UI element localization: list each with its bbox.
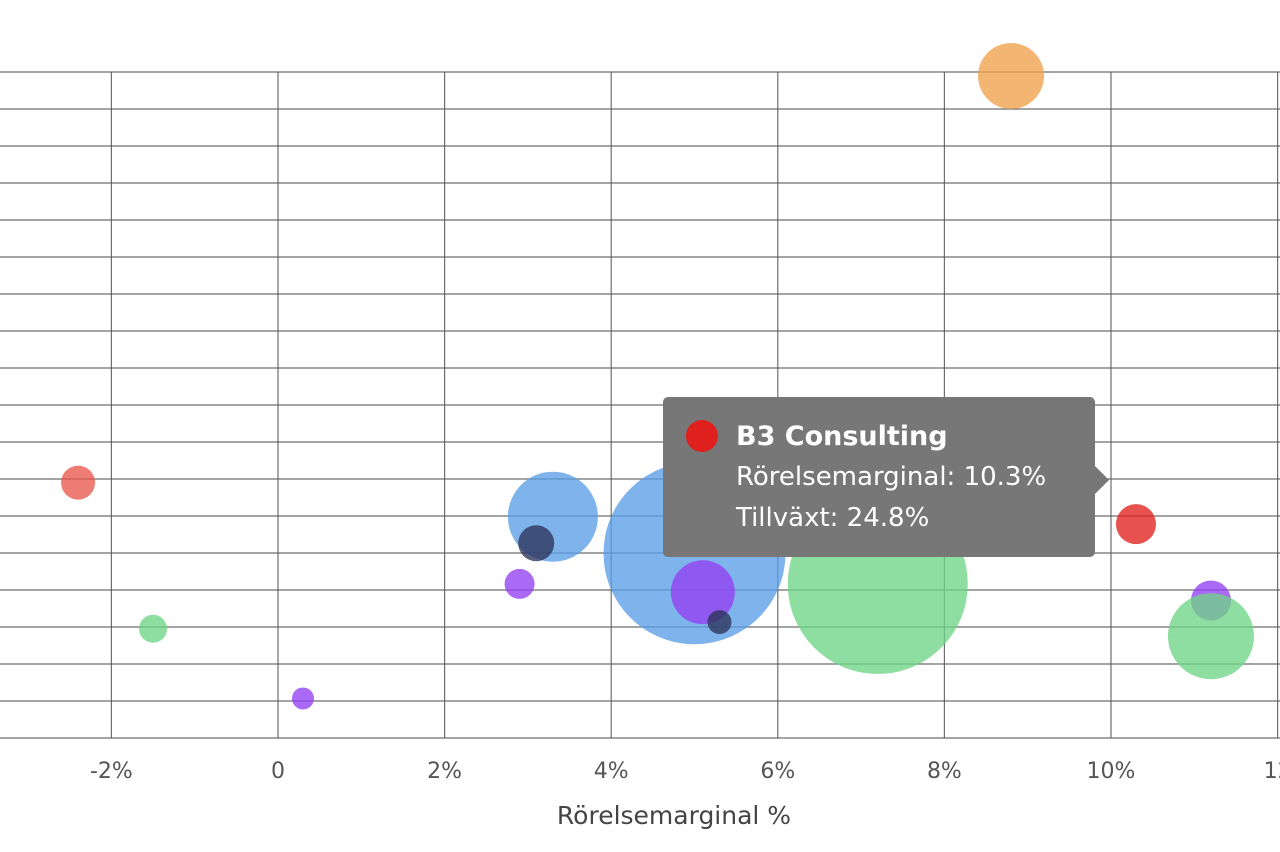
x-tick-label: 8% xyxy=(927,759,962,784)
bubble-point[interactable] xyxy=(291,687,314,710)
x-tick-label: 0 xyxy=(271,759,285,784)
bubble-point[interactable] xyxy=(670,560,735,625)
x-tick-label: 10% xyxy=(1087,759,1136,784)
bubble-point[interactable] xyxy=(978,42,1045,109)
tooltip-color-dot xyxy=(686,420,718,452)
bubble-point[interactable] xyxy=(504,568,535,599)
x-tick-label: 4% xyxy=(594,759,629,784)
bubble-point[interactable] xyxy=(707,610,732,635)
bubble-point[interactable] xyxy=(61,465,96,500)
bubble-point[interactable] xyxy=(1167,593,1254,680)
bubble-point[interactable] xyxy=(518,525,555,562)
x-tick-label: 2% xyxy=(427,759,462,784)
bubbles xyxy=(61,42,1254,710)
tooltip-x-value: Rörelsemarginal: 10.3% xyxy=(736,462,1047,492)
x-axis-label: Rörelsemarginal % xyxy=(557,801,791,830)
x-tick-label: 6% xyxy=(760,759,795,784)
bubble-point[interactable] xyxy=(139,614,168,643)
x-tick-label: 12 xyxy=(1264,759,1280,784)
hover-tooltip: B3 Consulting Rörelsemarginal: 10.3% Til… xyxy=(663,397,1109,557)
bubble-point[interactable] xyxy=(1115,504,1156,545)
tooltip-y-value: Tillväxt: 24.8% xyxy=(736,503,930,533)
x-tick-label: -2% xyxy=(90,759,133,784)
tooltip-title: B3 Consulting xyxy=(736,421,948,452)
x-axis-ticks: -2% 0 2% 4% 6% 8% 10% 12 xyxy=(90,759,1280,784)
